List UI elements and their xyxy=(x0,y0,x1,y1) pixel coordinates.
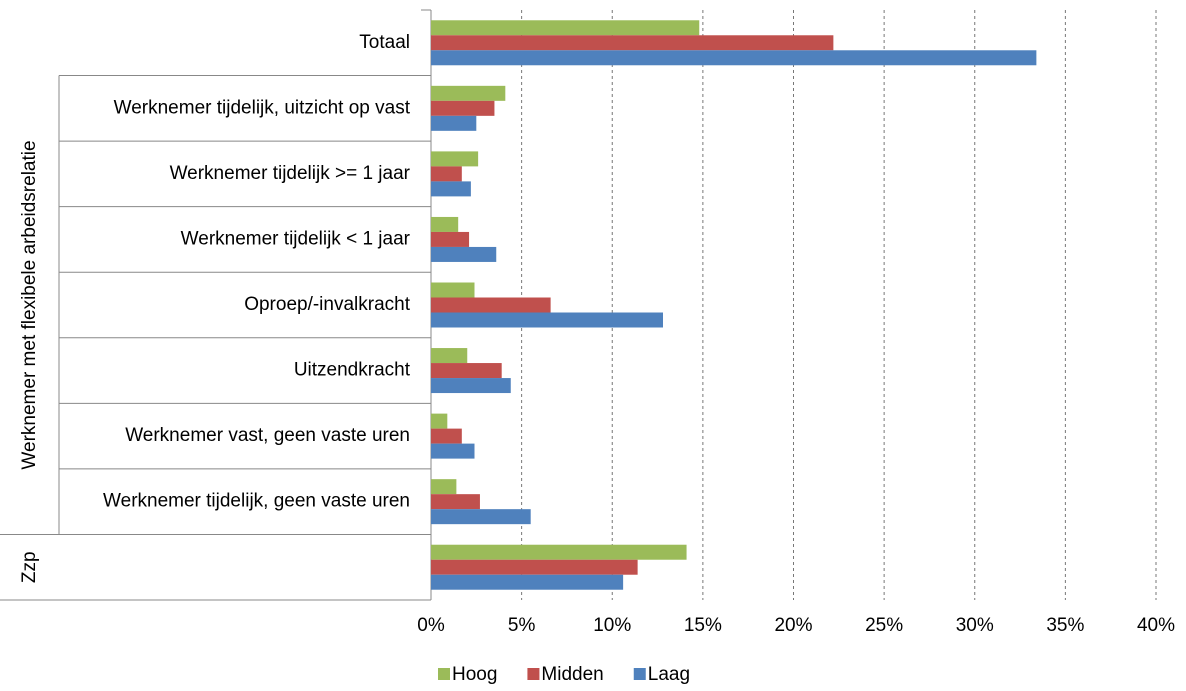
legend-swatch xyxy=(633,668,646,680)
x-tick-label: 20% xyxy=(774,615,812,636)
bar xyxy=(431,413,448,429)
bar xyxy=(431,85,506,101)
bar xyxy=(431,544,687,560)
legend-label: Midden xyxy=(541,664,603,685)
group-label: Werknemer met flexibele arbeidsrelatie xyxy=(19,140,40,469)
bar xyxy=(431,35,834,51)
bar xyxy=(431,428,462,444)
bar xyxy=(431,20,700,36)
bar xyxy=(431,115,477,131)
y-tick-label: Totaal xyxy=(359,32,410,53)
bar xyxy=(431,151,479,167)
x-tick-label: 5% xyxy=(508,615,536,636)
y-tick-label: Uitzendkracht xyxy=(294,360,411,381)
bar xyxy=(431,181,471,197)
bar xyxy=(431,509,531,525)
group-label: Zzp xyxy=(19,551,40,583)
bar xyxy=(431,231,470,247)
y-tick-label: Werknemer tijdelijk < 1 jaar xyxy=(181,228,411,249)
legend-label: Hoog xyxy=(452,664,497,685)
x-tick-label: 15% xyxy=(684,615,722,636)
y-tick-label: Werknemer tijdelijk >= 1 jaar xyxy=(170,163,411,184)
x-tick-label: 40% xyxy=(1137,615,1175,636)
bar xyxy=(431,348,468,364)
bar xyxy=(431,494,480,510)
bar xyxy=(431,559,638,575)
bar xyxy=(431,479,457,495)
bar xyxy=(431,100,495,116)
x-tick-label: 10% xyxy=(593,615,631,636)
y-tick-label: Werknemer vast, geen vaste uren xyxy=(125,425,410,446)
bar xyxy=(431,297,551,313)
x-tick-label: 35% xyxy=(1046,615,1084,636)
x-tick-label: 0% xyxy=(417,615,445,636)
bar xyxy=(431,443,475,459)
x-tick-label: 25% xyxy=(865,615,903,636)
legend-label: Laag xyxy=(648,664,690,685)
x-tick-label: 30% xyxy=(956,615,994,636)
legend-swatch xyxy=(527,668,540,680)
y-tick-label: Werknemer tijdelijk, geen vaste uren xyxy=(103,491,410,512)
bar xyxy=(431,166,462,182)
bar xyxy=(431,246,497,262)
bar xyxy=(431,50,1037,66)
bar xyxy=(431,378,511,394)
legend-swatch xyxy=(438,668,450,680)
y-tick-label: Oproep/-invalkracht xyxy=(244,294,411,315)
bar xyxy=(431,282,475,298)
bar xyxy=(431,363,502,379)
bar xyxy=(431,216,459,232)
bar xyxy=(431,574,624,590)
y-tick-label: Werknemer tijdelijk, uitzicht op vast xyxy=(114,97,411,118)
bar xyxy=(431,312,663,328)
